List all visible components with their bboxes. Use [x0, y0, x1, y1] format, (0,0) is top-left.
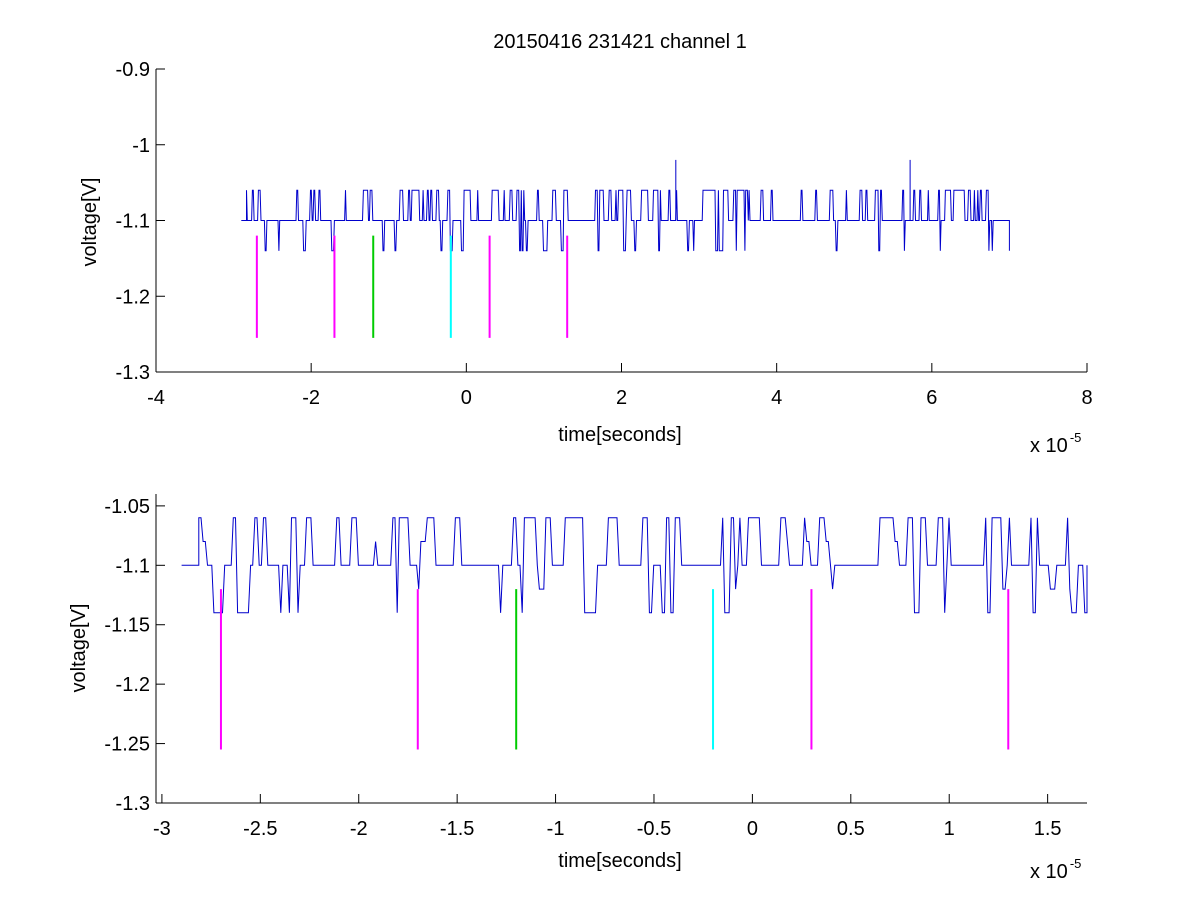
bottom-plot-marker-layer [219, 589, 1010, 750]
top-plot-y-ticks: -1.3 -1.2 -1.1 -1 -0.9 [116, 59, 165, 384]
bottom-plot-voltage-trace [181, 517, 1088, 614]
top-plot-x-tick-label: 8 [1081, 387, 1092, 409]
bottom-plot-y-tick-label: -1.1 [116, 555, 150, 577]
bottom-plot-x-ticks: -3 -2.5 -2 -1.5 -1 -0.5 0 0.5 1 1.5 [153, 794, 1062, 840]
bottom-plot-x-axis-label: time[seconds] [558, 850, 681, 872]
bottom-plot-y-tick-label: -1.15 [104, 615, 150, 637]
bottom-plot-x-tick-label: 1.5 [1034, 818, 1062, 840]
bottom-plot-x-tick-label: -1 [547, 818, 565, 840]
top-plot-x-tick-label: 0 [461, 387, 472, 409]
top-plot-y-tick-label: -1 [132, 135, 150, 157]
bottom-plot-x-tick-label: 1 [944, 818, 955, 840]
bottom-plot-y-tick-label: -1.25 [104, 734, 150, 756]
top-plot-x-exponent: x 10 -5 [1030, 430, 1081, 457]
bottom-plot-x-tick-label: -3 [153, 818, 171, 840]
top-plot-y-axis-label: voltage[V] [79, 178, 101, 267]
bottom-plot-trace-layer [181, 517, 1088, 614]
bottom-plot-x-exponent: x 10 -5 [1030, 856, 1081, 883]
top-plot-x-tick-label: 4 [771, 387, 782, 409]
top-plot-x-exponent-base: x 10 [1030, 435, 1068, 457]
top-plot: -4 -2 0 2 4 6 8 -1.3 -1.2 -1.1 -1 -0.9 time[second… [79, 59, 1093, 457]
figure-title: 20150416 231421 channel 1 [493, 31, 747, 53]
top-plot-x-axis-label: time[seconds] [558, 424, 681, 446]
bottom-plot-axes [155, 494, 1087, 804]
bottom-plot-y-tick-label: -1.3 [116, 793, 150, 815]
bottom-plot-x-exponent-base: x 10 [1030, 861, 1068, 883]
top-plot-y-tick-label: -1.1 [116, 211, 150, 233]
bottom-plot-y-axis-label: voltage[V] [68, 604, 90, 693]
bottom-plot-x-tick-label: 0.5 [837, 818, 865, 840]
bottom-plot-x-tick-label: -1.5 [440, 818, 474, 840]
top-plot-voltage-trace [241, 189, 1010, 252]
top-plot-x-ticks: -4 -2 0 2 4 6 8 [147, 363, 1093, 409]
bottom-plot-x-exponent-power: -5 [1070, 856, 1082, 871]
top-plot-trace-layer [241, 159, 1010, 252]
bottom-plot-y-tick-label: -1.05 [104, 496, 150, 518]
bottom-plot-x-tick-label: 0 [747, 818, 758, 840]
top-plot-x-tick-label: 2 [616, 387, 627, 409]
bottom-plot-x-tick-label: -0.5 [637, 818, 671, 840]
bottom-plot-x-tick-label: -2 [350, 818, 368, 840]
top-plot-x-tick-label: -2 [302, 387, 320, 409]
top-plot-x-tick-label: -4 [147, 387, 165, 409]
bottom-plot-y-tick-label: -1.2 [116, 674, 150, 696]
top-plot-marker-layer [255, 235, 569, 338]
top-plot-y-tick-label: -1.2 [116, 286, 150, 308]
bottom-plot: -3 -2.5 -2 -1.5 -1 -0.5 0 0.5 1 1.5 -1.3 -1.25 -1.2… [68, 494, 1088, 883]
bottom-plot-x-tick-label: -2.5 [243, 818, 277, 840]
top-plot-x-exponent-power: -5 [1070, 430, 1082, 445]
top-plot-x-tick-label: 6 [926, 387, 937, 409]
bottom-plot-y-ticks: -1.3 -1.25 -1.2 -1.15 -1.1 -1.05 [104, 496, 165, 815]
top-plot-y-tick-label: -1.3 [116, 362, 150, 384]
top-plot-y-tick-label: -0.9 [116, 59, 150, 81]
